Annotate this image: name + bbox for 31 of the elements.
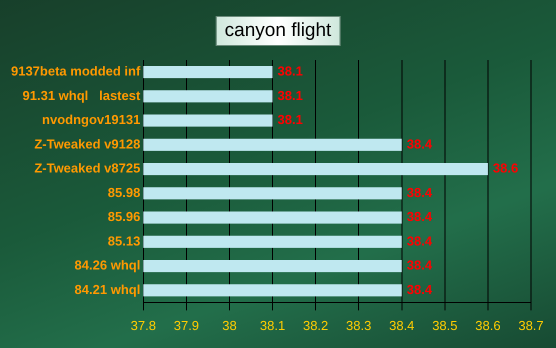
data-label: 38.1 <box>278 64 303 79</box>
data-label: 38.4 <box>406 233 433 248</box>
data-label: 38.6 <box>492 160 518 176</box>
x-tick-label: 37.8 <box>130 318 156 333</box>
x-tick-label: 38.7 <box>518 318 544 333</box>
y-tick-label: 9137beta modded inf <box>10 64 141 79</box>
x-tick-label: 38 <box>222 318 237 333</box>
data-label: 38.1 <box>278 112 303 128</box>
y-tick-label: 84.21 whql <box>74 282 140 297</box>
data-label: 38.4 <box>406 184 433 200</box>
x-tick-label: 37.9 <box>174 318 200 333</box>
y-tick-label: 85.98 <box>108 184 140 200</box>
y-tick-label: Z-Tweaked v8725 <box>34 160 140 176</box>
y-tick-label: 91.31 whql lastest <box>22 88 141 103</box>
y-tick-label: nvodngov19131 <box>42 112 140 128</box>
chart-title: canyon flight <box>216 16 340 46</box>
data-label: 38.1 <box>278 88 303 103</box>
data-label: 38.4 <box>406 136 433 152</box>
x-tick-label: 38.6 <box>475 318 501 333</box>
data-label: 38.4 <box>406 258 433 273</box>
data-label: 38.4 <box>406 209 433 224</box>
x-tick-label: 38.3 <box>346 318 372 333</box>
x-tick-label: 38.5 <box>432 318 458 333</box>
y-tick-label: 84.26 whql <box>74 258 140 273</box>
x-tick-label: 38.4 <box>389 318 414 333</box>
data-label: 38.4 <box>406 282 433 297</box>
x-tick-label: 38.1 <box>260 318 286 333</box>
y-tick-label: 85.96 <box>108 209 140 224</box>
x-tick-label: 38.2 <box>302 318 328 333</box>
y-tick-label: 85.13 <box>108 233 140 248</box>
y-tick-label: Z-Tweaked v9128 <box>34 136 140 152</box>
